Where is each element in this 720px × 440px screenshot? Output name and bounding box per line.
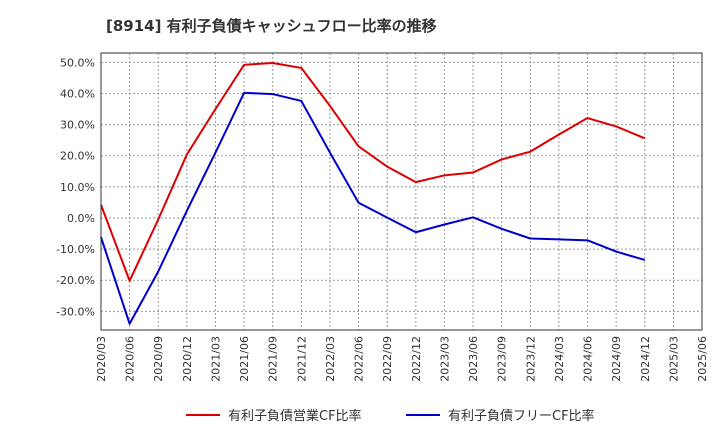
legend-label-1: 有利子負債営業CF比率: [228, 408, 362, 424]
x-tick-label: 2020/09: [152, 336, 165, 382]
x-tick-label: 2021/03: [209, 336, 222, 382]
data-point: [242, 91, 246, 95]
x-tick-label: 2022/06: [353, 336, 366, 382]
chart-title: [8914] 有利子負債キャッシュフロー比率の推移: [106, 17, 437, 35]
y-tick-label: -30.0%: [56, 305, 95, 318]
y-tick-label: 40.0%: [60, 87, 95, 100]
x-tick-label: 2023/06: [467, 336, 480, 382]
x-tick-label: 2023/09: [496, 336, 509, 382]
data-point: [528, 236, 532, 240]
x-tick-label: 2024/06: [582, 336, 595, 382]
data-point: [357, 201, 361, 205]
x-tick-label: 2022/12: [410, 336, 423, 382]
x-tick-label: 2024/12: [639, 336, 652, 382]
y-tick-label: 50.0%: [60, 56, 95, 69]
data-point: [614, 124, 618, 128]
x-tick-label: 2021/09: [267, 336, 280, 382]
x-axis-ticks: 2020/03 2020/06 2020/09 2020/12 2021/03 2021/…: [95, 336, 709, 382]
data-point: [299, 66, 303, 70]
y-tick-label: 0.0%: [67, 212, 95, 225]
legend-label-2: 有利子負債フリーCF比率: [448, 408, 595, 424]
x-tick-label: 2020/03: [95, 336, 108, 382]
x-tick-label: 2021/06: [238, 336, 251, 382]
data-point: [128, 322, 132, 326]
data-point: [471, 215, 475, 219]
data-point: [414, 230, 418, 234]
x-tick-label: 2021/12: [295, 336, 308, 382]
data-point: [185, 209, 189, 213]
x-tick-label: 2024/03: [553, 336, 566, 382]
series-line-1: [100, 61, 646, 282]
legend: 有利子負債営業CF比率 有利子負債フリーCF比率: [186, 408, 595, 424]
data-point: [213, 107, 217, 111]
data-point: [614, 250, 618, 254]
data-point: [557, 237, 561, 241]
data-point: [643, 136, 647, 140]
data-point: [242, 63, 246, 67]
data-point: [328, 104, 332, 108]
x-tick-label: 2020/12: [181, 336, 194, 382]
data-point: [156, 269, 160, 273]
data-point: [299, 99, 303, 103]
data-point: [185, 152, 189, 156]
data-point: [586, 116, 590, 120]
data-point: [213, 151, 217, 155]
data-point: [557, 133, 561, 137]
data-point: [357, 144, 361, 148]
x-tick-label: 2023/12: [524, 336, 537, 382]
data-point: [500, 227, 504, 231]
data-point: [385, 216, 389, 220]
x-tick-label: 2024/09: [610, 336, 623, 382]
y-axis-ticks: 50.0% 40.0% 30.0% 20.0% 10.0% 0.0% -10.0% -20.0…: [56, 56, 95, 318]
data-point: [442, 222, 446, 226]
x-tick-label: 2022/09: [381, 336, 394, 382]
data-point: [414, 180, 418, 184]
series-line-2: [100, 91, 646, 325]
grid: [100, 53, 703, 330]
y-tick-label: -10.0%: [56, 243, 95, 256]
data-point: [643, 258, 647, 262]
x-tick-label: 2022/03: [324, 336, 337, 382]
x-tick-label: 2025/06: [696, 336, 709, 382]
data-point: [328, 151, 332, 155]
data-point: [442, 173, 446, 177]
y-tick-label: 20.0%: [60, 150, 95, 163]
data-point: [156, 218, 160, 222]
x-tick-label: 2025/03: [667, 336, 680, 382]
y-tick-label: -20.0%: [56, 274, 95, 287]
data-point: [471, 171, 475, 175]
y-tick-label: 30.0%: [60, 119, 95, 132]
data-point: [271, 92, 275, 96]
data-point: [500, 157, 504, 161]
data-point: [271, 61, 275, 65]
data-point: [385, 165, 389, 169]
x-tick-label: 2023/03: [438, 336, 451, 382]
plot-frame: [100, 52, 703, 331]
data-point: [528, 150, 532, 154]
data-point: [128, 279, 132, 283]
x-tick-label: 2020/06: [124, 336, 137, 382]
series-lines: [100, 61, 647, 326]
data-point: [586, 238, 590, 242]
y-tick-label: 10.0%: [60, 181, 95, 194]
